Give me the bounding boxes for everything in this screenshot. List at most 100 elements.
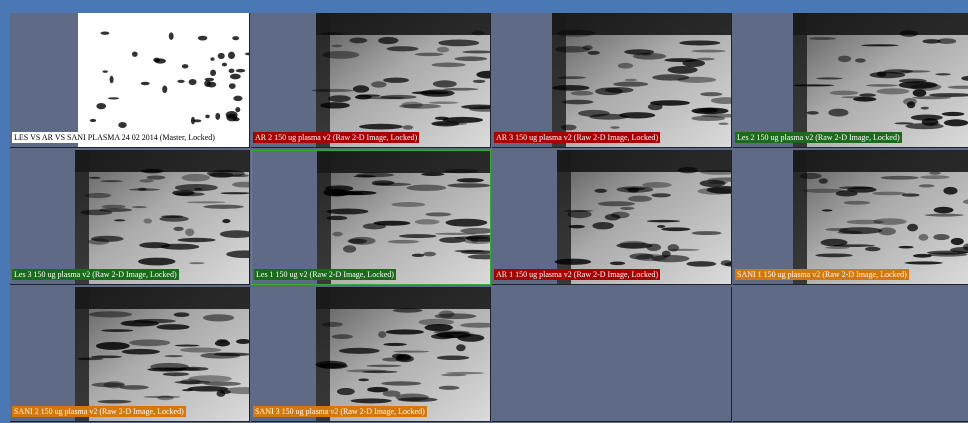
gel-spot — [146, 175, 165, 179]
gel-spot — [826, 246, 850, 249]
gel-spot — [358, 378, 369, 381]
gel-spot — [562, 100, 593, 105]
gel-image — [251, 13, 491, 148]
gel-spot — [210, 70, 216, 76]
gel-spot — [437, 47, 449, 53]
gel-view[interactable]: SANI 1 150 ug plasma v2 (Raw 2-D Image, … — [733, 150, 968, 285]
gel-spot — [182, 389, 194, 391]
gel-spot — [900, 30, 919, 37]
gel-spot — [583, 45, 593, 50]
gel-spot — [327, 216, 348, 220]
gel-image — [733, 13, 968, 148]
gel-spot — [571, 91, 594, 96]
gel-spot — [353, 85, 369, 92]
gel-spot — [662, 251, 671, 257]
gel-spot — [365, 97, 405, 100]
gel-spot — [819, 178, 828, 183]
gel-spot — [349, 237, 375, 245]
gel-spot — [378, 331, 386, 338]
gel-view[interactable]: SANI 3 150 ug plasma v2 (Raw 2-D Image, … — [251, 287, 491, 422]
gel-spot — [691, 116, 725, 121]
gel-view[interactable]: Les 3 150 ug plasma v2 (Raw 2-D Image, L… — [10, 150, 250, 285]
gel-view[interactable]: Les 2 150 ug plasma v2 (Raw 2-D Image, L… — [733, 13, 968, 148]
image-caption: SANI 2 150 ug plasma v2 (Raw 2-D Image, … — [12, 406, 186, 417]
image-caption: Les 3 150 ug plasma v2 (Raw 2-D Image, L… — [12, 269, 179, 280]
gel-spot — [934, 207, 954, 214]
gel-spot — [841, 96, 866, 98]
image-caption: SANI 1 150 ug plasma v2 (Raw 2-D Image, … — [735, 269, 909, 280]
gel-view[interactable]: SANI 2 150 ug plasma v2 (Raw 2-D Image, … — [10, 287, 250, 422]
gel-spot — [328, 95, 351, 102]
gel-spot — [457, 178, 484, 182]
gel-spot — [331, 45, 342, 48]
gel-spot — [951, 238, 964, 245]
gel-spot — [692, 231, 722, 235]
gel-spot — [332, 334, 353, 339]
gel-spot — [122, 349, 160, 355]
gel-spot — [182, 64, 189, 68]
gel-spot — [664, 58, 698, 62]
gel-spot — [203, 314, 234, 321]
gel-spot — [100, 180, 123, 182]
gel-spot — [133, 319, 176, 323]
gel-image — [10, 150, 250, 285]
gel-view[interactable]: AR 3 150 ug plasma v2 (Raw 2-D Image, Lo… — [492, 13, 732, 148]
gel-view[interactable]: AR 1 150 ug plasma v2 (Raw 2-D Image, Lo… — [492, 150, 732, 285]
gel-spot — [903, 98, 917, 105]
gel-spot — [194, 188, 202, 190]
gel-spot — [412, 254, 425, 257]
gel-spot — [557, 30, 595, 37]
gel-view[interactable]: LES VS AR VS SANI PLASMA 24 02 2014 (Mas… — [10, 13, 250, 148]
gel-spot — [159, 216, 188, 222]
gel-spot — [210, 57, 214, 60]
gel-spot — [129, 188, 160, 191]
gel-spot — [205, 115, 209, 119]
gel-spot — [922, 39, 940, 43]
gel-spot — [235, 107, 240, 112]
gel-view[interactable]: Les 1 150 ug v2 (Raw 2-D Image, Locked) — [251, 150, 491, 285]
gel-top-band — [75, 287, 250, 309]
gel-spot — [207, 170, 245, 177]
gel-spot — [432, 63, 466, 68]
gel-spot — [382, 357, 402, 361]
gel-spot — [677, 77, 716, 83]
gel-spot — [91, 355, 122, 358]
gel-view[interactable]: AR 2 150 ug plasma v2 (Raw 2-D Image, Lo… — [251, 13, 491, 148]
gel-spot — [438, 39, 479, 46]
gel-spot — [678, 167, 698, 174]
gel-spot — [221, 192, 250, 194]
gel-left-band — [793, 150, 807, 285]
gel-spot — [844, 201, 871, 205]
gel-image — [10, 287, 250, 422]
gel-spot — [359, 124, 403, 130]
gel-spot — [91, 236, 124, 242]
gel-spot — [391, 202, 425, 207]
gel-spot — [198, 36, 207, 41]
gel-image — [10, 13, 250, 148]
gel-spot — [354, 175, 376, 177]
gel-spot — [865, 247, 880, 251]
gel-spot — [381, 381, 421, 385]
gel-left-band — [316, 287, 330, 422]
gel-spot — [118, 122, 127, 128]
gel-image — [733, 150, 968, 285]
image-grid: LES VS AR VS SANI PLASMA 24 02 2014 (Mas… — [10, 13, 968, 423]
gel-spot — [173, 227, 183, 231]
gel-spot — [232, 36, 239, 40]
gel-spot — [613, 82, 648, 87]
gel-spot — [89, 311, 132, 317]
gel-spot — [207, 82, 216, 88]
gel-top-band — [75, 150, 250, 172]
gel-spot — [101, 329, 133, 332]
gel-spot — [108, 97, 119, 99]
image-caption: Les 2 150 ug plasma v2 (Raw 2-D Image, L… — [735, 132, 902, 143]
gel-spot — [222, 219, 230, 223]
gel-spot — [169, 32, 174, 40]
gel-spot — [189, 262, 204, 264]
gel-spot — [696, 58, 715, 61]
gel-spot — [80, 210, 112, 216]
gel-spot — [942, 112, 965, 116]
gel-spot — [628, 196, 652, 202]
gel-spot — [220, 390, 231, 394]
gel-spot — [443, 88, 478, 91]
